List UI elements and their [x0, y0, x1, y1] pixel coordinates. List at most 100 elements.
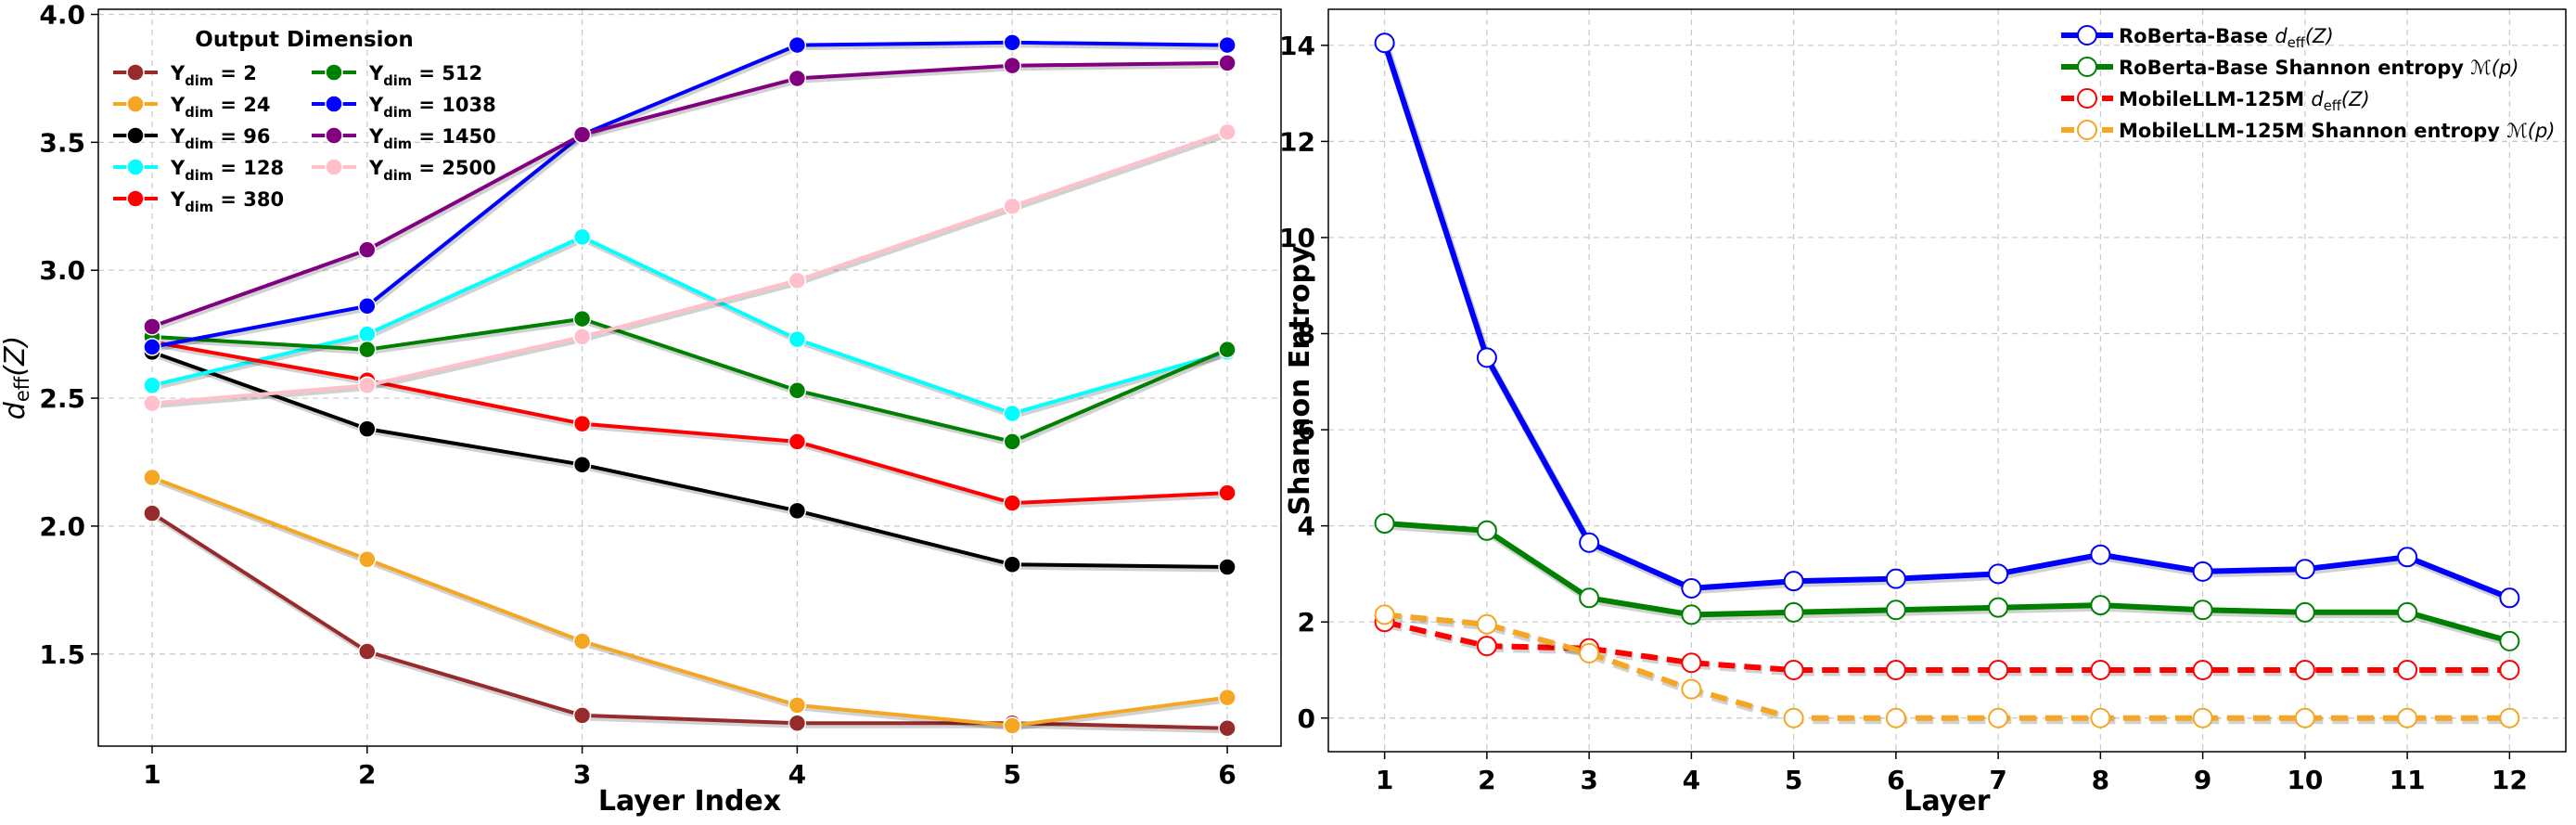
series-shadow	[152, 341, 1229, 509]
grid	[98, 9, 1281, 746]
data-point	[1988, 659, 2009, 680]
data-point	[2090, 544, 2111, 565]
data-point	[1885, 599, 1906, 621]
series-line	[151, 340, 1228, 506]
legend-label: Ydim = 2500	[368, 157, 496, 184]
data-point	[143, 317, 161, 336]
ticks: 1 2 3 4 5 6 1.5 2.0 2.5 3.0 3.5 4.0	[39, 0, 1236, 790]
series-line	[151, 350, 1228, 569]
data-point	[1003, 432, 1021, 451]
data-point	[1218, 35, 1237, 55]
data-point	[788, 381, 807, 400]
grid	[1328, 9, 2566, 752]
data-point	[1003, 555, 1021, 574]
legend-swatch-marker	[126, 63, 145, 82]
data-point	[572, 414, 592, 433]
data-point	[1681, 678, 1702, 700]
data-point	[1003, 197, 1021, 216]
legend-swatch-marker	[2077, 88, 2097, 109]
axes-frame	[1327, 8, 2567, 753]
series-shadow	[1385, 620, 2511, 677]
data-point	[358, 376, 377, 395]
data-point	[143, 504, 161, 522]
legend-label: Ydim = 128	[170, 157, 284, 184]
data-point	[1783, 659, 1804, 680]
series-group	[143, 33, 1237, 738]
data-point	[788, 696, 807, 715]
data-point	[1988, 597, 2009, 618]
data-point	[1783, 571, 1804, 592]
x-tick-label: 6	[1218, 759, 1236, 790]
legend-label: Ydim = 2	[170, 62, 257, 89]
x-tick-label: 10	[2287, 765, 2323, 795]
x-tick-label: 4	[788, 759, 806, 790]
x-tick-label: 1	[1376, 765, 1393, 795]
x-tick-label: 5	[1003, 759, 1020, 790]
series-line	[151, 475, 1228, 728]
data-point	[1218, 340, 1237, 359]
y-tick-label: 14	[1279, 31, 1315, 61]
data-point	[1476, 613, 1497, 635]
legend-item-y-dim-2500: Ydim = 2500	[312, 157, 496, 184]
series-roberta-base-d-eff-z	[1374, 32, 2520, 609]
data-point	[2397, 547, 2418, 568]
series-shadow	[152, 42, 1229, 353]
legend-label: RoBerta-Base deff(Z)	[2119, 25, 2334, 51]
data-point	[1476, 520, 1497, 541]
legend-label: MobileLLM-125M deff(Z)	[2119, 88, 2370, 114]
series-mobilellm-125m-shannon-entropy-m-p	[1374, 604, 2520, 728]
series-line	[151, 60, 1228, 329]
data-point	[1885, 659, 1906, 680]
series-line	[150, 511, 1228, 730]
series-y-dim-2500	[143, 122, 1237, 413]
data-point	[2294, 559, 2315, 580]
left-chart-panel: 1 2 3 4 5 6 1.5 2.0 2.5 3.0 3.5 4.0 Layer Index deff(…	[0, 0, 1282, 818]
data-point	[143, 376, 161, 395]
y-tick-label: 3.0	[39, 255, 85, 286]
x-tick-label: 5	[1785, 765, 1802, 795]
data-point	[2090, 659, 2111, 680]
data-point	[2192, 561, 2213, 582]
y-tick-label: 2.5	[39, 383, 85, 414]
legend: RoBerta-Base deff(Z) RoBerta-Base Shannon…	[2061, 25, 2556, 142]
data-point	[1579, 642, 1600, 664]
data-point	[2192, 707, 2213, 728]
y-tick-label: 10	[1279, 223, 1315, 253]
series-shadow	[153, 131, 1230, 409]
legend-swatch-marker	[325, 126, 343, 145]
y-axis-label: deff(Z)	[0, 336, 33, 419]
series-group	[1374, 32, 2520, 728]
x-axis-label: Layer	[1903, 785, 1990, 818]
data-point	[572, 455, 592, 474]
series-y-dim-380	[143, 332, 1237, 512]
y-tick-label: 2.0	[39, 511, 85, 542]
data-point	[2397, 601, 2418, 623]
series-line	[151, 235, 1228, 416]
x-tick-label: 7	[1989, 765, 2006, 795]
data-point	[1218, 558, 1237, 576]
series-line	[151, 40, 1228, 349]
x-tick-label: 2	[358, 759, 376, 790]
data-point	[1988, 707, 2009, 728]
data-point	[1579, 532, 1600, 553]
legend-label: Ydim = 380	[170, 188, 284, 215]
data-point	[788, 69, 807, 88]
y-axis-label: Shannon Entropy	[1284, 245, 1316, 515]
series-line	[151, 316, 1228, 444]
data-point	[1374, 32, 1395, 54]
legend-swatch-marker	[126, 158, 145, 176]
series-shadow	[152, 62, 1229, 332]
series-line	[151, 130, 1228, 406]
legend-label: Ydim = 1450	[368, 125, 496, 152]
series-shadow	[1385, 522, 2512, 648]
data-point	[358, 325, 377, 343]
data-point	[2090, 707, 2111, 728]
x-tick-label: 12	[2492, 765, 2528, 795]
data-point	[1783, 601, 1804, 623]
data-point	[1681, 652, 1702, 674]
data-point	[1003, 494, 1021, 512]
y-tick-label: 6	[1298, 415, 1315, 445]
data-point	[1374, 604, 1395, 625]
